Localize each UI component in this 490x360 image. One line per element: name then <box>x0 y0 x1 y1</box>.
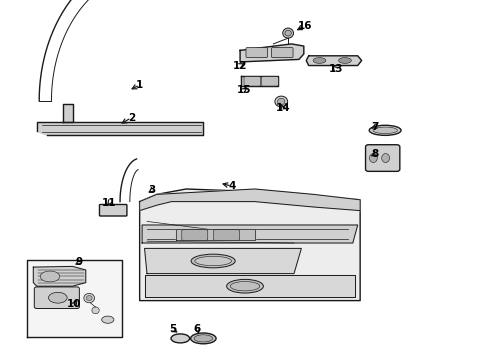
Ellipse shape <box>283 28 294 38</box>
Polygon shape <box>306 56 362 66</box>
Polygon shape <box>145 248 301 274</box>
Text: 9: 9 <box>76 257 83 267</box>
Polygon shape <box>33 266 86 286</box>
FancyBboxPatch shape <box>99 204 127 216</box>
Polygon shape <box>145 275 355 297</box>
FancyBboxPatch shape <box>271 48 293 58</box>
Polygon shape <box>140 189 360 211</box>
Ellipse shape <box>285 30 291 36</box>
FancyBboxPatch shape <box>34 287 79 309</box>
Ellipse shape <box>275 96 288 107</box>
Ellipse shape <box>373 127 397 134</box>
Ellipse shape <box>102 316 114 323</box>
Text: 11: 11 <box>101 198 116 208</box>
Ellipse shape <box>92 307 99 314</box>
Ellipse shape <box>194 335 213 342</box>
Ellipse shape <box>191 254 235 268</box>
Text: 2: 2 <box>128 113 135 123</box>
Text: 14: 14 <box>275 103 290 113</box>
Ellipse shape <box>195 256 232 266</box>
Ellipse shape <box>369 125 401 135</box>
Ellipse shape <box>191 333 216 344</box>
Ellipse shape <box>171 334 190 343</box>
Polygon shape <box>176 229 255 240</box>
Text: 12: 12 <box>233 60 247 71</box>
Ellipse shape <box>369 153 377 163</box>
FancyBboxPatch shape <box>366 145 400 171</box>
Ellipse shape <box>86 296 92 301</box>
Text: 3: 3 <box>148 185 155 195</box>
Text: 1: 1 <box>136 80 143 90</box>
Ellipse shape <box>226 279 264 293</box>
Text: 16: 16 <box>297 21 312 31</box>
Polygon shape <box>27 260 122 337</box>
Text: 6: 6 <box>194 324 201 334</box>
Polygon shape <box>241 76 278 86</box>
Text: 5: 5 <box>169 324 176 334</box>
FancyBboxPatch shape <box>246 48 268 58</box>
Ellipse shape <box>230 282 260 291</box>
Ellipse shape <box>313 58 326 63</box>
Ellipse shape <box>40 271 60 282</box>
Ellipse shape <box>84 293 95 303</box>
Polygon shape <box>240 44 304 62</box>
FancyBboxPatch shape <box>182 230 208 240</box>
Ellipse shape <box>339 58 351 63</box>
Ellipse shape <box>277 98 285 105</box>
Text: 10: 10 <box>67 299 82 309</box>
Text: 13: 13 <box>328 64 343 74</box>
Polygon shape <box>63 104 73 122</box>
Polygon shape <box>140 189 360 301</box>
Polygon shape <box>142 225 358 243</box>
FancyBboxPatch shape <box>262 77 278 86</box>
FancyBboxPatch shape <box>214 230 240 240</box>
Text: 4: 4 <box>228 181 236 191</box>
Ellipse shape <box>382 153 390 163</box>
Text: 8: 8 <box>371 149 378 159</box>
Text: 15: 15 <box>237 85 251 95</box>
Text: 7: 7 <box>371 122 379 132</box>
Polygon shape <box>37 122 203 135</box>
Ellipse shape <box>49 292 67 303</box>
FancyBboxPatch shape <box>244 77 261 86</box>
